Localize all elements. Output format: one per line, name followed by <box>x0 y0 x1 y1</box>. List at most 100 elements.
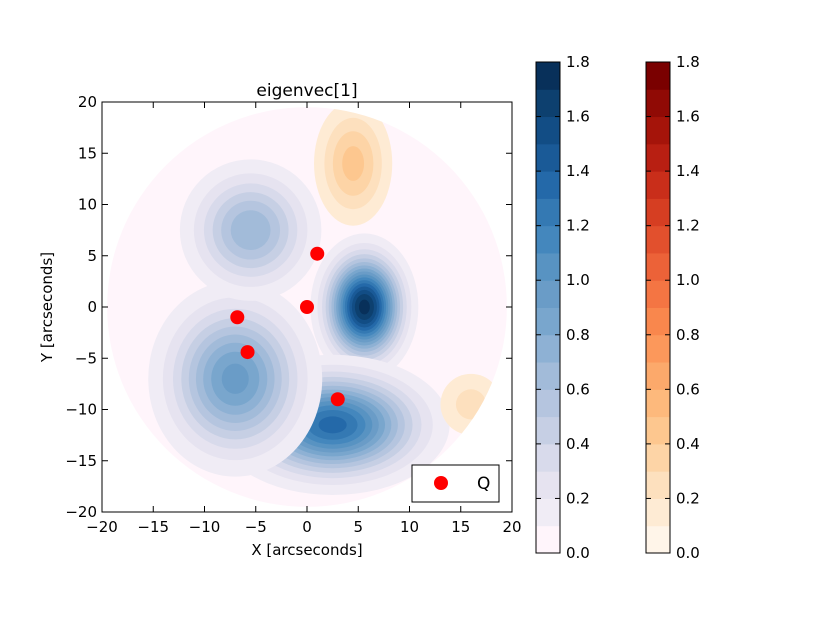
colorbar-red-level-8 <box>646 307 670 336</box>
colorbar-red-tick-label: 0.8 <box>676 326 700 344</box>
colorbar-red-level-7 <box>646 334 670 363</box>
colorbar-red-level-17 <box>646 62 670 90</box>
colorbar-red-levels <box>646 62 670 554</box>
x-tick-label: 10 <box>400 518 419 536</box>
colorbar-red-level-1 <box>646 498 670 527</box>
colorbar-blue-level-13 <box>536 171 560 199</box>
colorbar-blue-level-8 <box>536 307 560 336</box>
colorbar-blue-level-1 <box>536 498 560 527</box>
colorbar-red-level-9 <box>646 280 670 308</box>
legend-marker-q <box>434 476 448 490</box>
colorbar-red-level-16 <box>646 89 670 118</box>
colorbar-red-tick-label: 1.2 <box>676 217 700 235</box>
x-axis-label: X [arcseconds] <box>251 541 362 559</box>
colorbar-red-level-13 <box>646 171 670 199</box>
colorbar-blue-level-4 <box>536 416 560 445</box>
colorbar-red-ticks: 0.0 0.2 0.4 0.6 0.8 1.0 1.2 1.4 1.6 1.8 <box>646 53 700 562</box>
q-point-3 <box>230 310 245 325</box>
blue-peak-center-level-17 <box>358 299 370 315</box>
blue-peak-center <box>310 233 419 381</box>
colorbar-blue-level-16 <box>536 89 560 118</box>
colorbar-blue-frame <box>535 61 561 554</box>
colorbar-blue-level-9 <box>536 280 560 308</box>
orange-lobe-north <box>314 107 393 226</box>
colorbar-red-tick-label: 0.4 <box>676 435 700 453</box>
colorbar-red-level-0 <box>646 525 670 554</box>
colorbar-blue-tick-label: 1.2 <box>566 217 590 235</box>
colorbar-blue-level-11 <box>536 225 560 254</box>
plot-frame <box>101 101 513 513</box>
colorbar-blue-tick-label: 0.8 <box>566 326 590 344</box>
orange-lobe-north-level-4 <box>342 146 365 181</box>
colorbar-blue-tick-label: 1.8 <box>566 53 590 71</box>
y-tick-label: −10 <box>65 401 97 419</box>
blue-lobe-south-level-13 <box>318 416 347 434</box>
colorbar-red-level-12 <box>646 198 670 227</box>
colorbar-blue-level-5 <box>536 389 560 418</box>
contour-field <box>107 107 507 507</box>
colorbar-blue-tick-label: 0.4 <box>566 435 590 453</box>
colorbar-red-tick-label: 0.0 <box>676 544 700 562</box>
y-tick-label: 10 <box>78 196 97 214</box>
colorbar-red-tick-label: 1.8 <box>676 53 700 71</box>
x-tick-label: 0 <box>302 518 312 536</box>
colorbar-red-tick-label: 0.6 <box>676 380 700 398</box>
x-tick-label: −5 <box>245 518 267 536</box>
colorbar-red-level-2 <box>646 471 670 499</box>
x-tick-label: 15 <box>451 518 470 536</box>
colorbar-blue-tick-label: 0.2 <box>566 489 590 507</box>
main-plot: eigenvec[1] −20 −15 −10 −5 0 5 10 15 20 −20 −15 −1… <box>38 81 522 559</box>
colorbar-red-level-3 <box>646 443 670 472</box>
colorbar-red-tick-label: 0.2 <box>676 489 700 507</box>
colorbar-red-level-15 <box>646 116 670 145</box>
legend-label-q: Q <box>477 474 490 494</box>
colorbar-blue-tick-label: 1.0 <box>566 271 590 289</box>
x-tick-label: −15 <box>137 518 169 536</box>
y-axis-ticks: −20 −15 −10 −5 0 5 10 15 20 <box>65 93 512 521</box>
q-point-1 <box>310 246 325 261</box>
colorbar-blue-tick-label: 1.4 <box>566 162 590 180</box>
x-tick-label: −10 <box>189 518 221 536</box>
y-tick-label: 20 <box>78 93 97 111</box>
colorbar-blue: 0.0 0.2 0.4 0.6 0.8 1.0 1.2 1.4 1.6 1.8 <box>535 53 590 562</box>
colorbar-red-level-10 <box>646 252 670 281</box>
x-tick-label: 5 <box>353 518 363 536</box>
colorbar-blue-tick-label: 1.6 <box>566 108 590 126</box>
colorbar-blue-level-17 <box>536 62 560 90</box>
colorbar-red-level-5 <box>646 389 670 418</box>
colorbar-blue-ticks: 0.0 0.2 0.4 0.6 0.8 1.0 1.2 1.4 1.6 1.8 <box>536 53 590 562</box>
y-tick-label: −5 <box>75 349 97 367</box>
colorbar-blue-tick-label: 0.0 <box>566 544 590 562</box>
colorbar-blue-level-12 <box>536 198 560 227</box>
blue-lobe-southwest-level-9 <box>221 363 249 394</box>
colorbar-red: 0.0 0.2 0.4 0.6 0.8 1.0 1.2 1.4 1.6 1.8 <box>645 53 700 562</box>
colorbar-blue-level-3 <box>536 443 560 472</box>
y-tick-label: 0 <box>87 298 97 316</box>
colorbar-red-tick-label: 1.6 <box>676 108 700 126</box>
blue-lobe-northwest-level-6 <box>230 210 271 251</box>
x-tick-label: −20 <box>86 518 118 536</box>
scatter-series-q <box>230 246 345 407</box>
colorbar-red-frame <box>645 61 671 554</box>
chart-title: eigenvec[1] <box>256 81 357 101</box>
y-tick-label: −20 <box>65 503 97 521</box>
colorbar-red-tick-label: 1.4 <box>676 162 700 180</box>
y-tick-label: 15 <box>78 144 97 162</box>
q-point-5 <box>330 392 345 407</box>
colorbar-red-level-14 <box>646 143 670 172</box>
y-axis-label: Y [arcseconds] <box>38 252 56 363</box>
colorbar-blue-levels <box>536 62 560 554</box>
colorbar-blue-level-15 <box>536 116 560 145</box>
q-point-4 <box>240 345 255 360</box>
blue-lobe-northwest <box>179 159 322 301</box>
orange-lobe-east <box>440 373 502 435</box>
q-point-2 <box>300 300 314 314</box>
colorbar-red-level-11 <box>646 225 670 254</box>
colorbar-blue-level-14 <box>536 143 560 172</box>
y-tick-label: −15 <box>65 452 97 470</box>
legend-box <box>411 464 500 503</box>
orange-lobe-east-level-2 <box>455 389 487 420</box>
colorbar-blue-level-2 <box>536 471 560 499</box>
x-tick-label: 20 <box>502 518 521 536</box>
